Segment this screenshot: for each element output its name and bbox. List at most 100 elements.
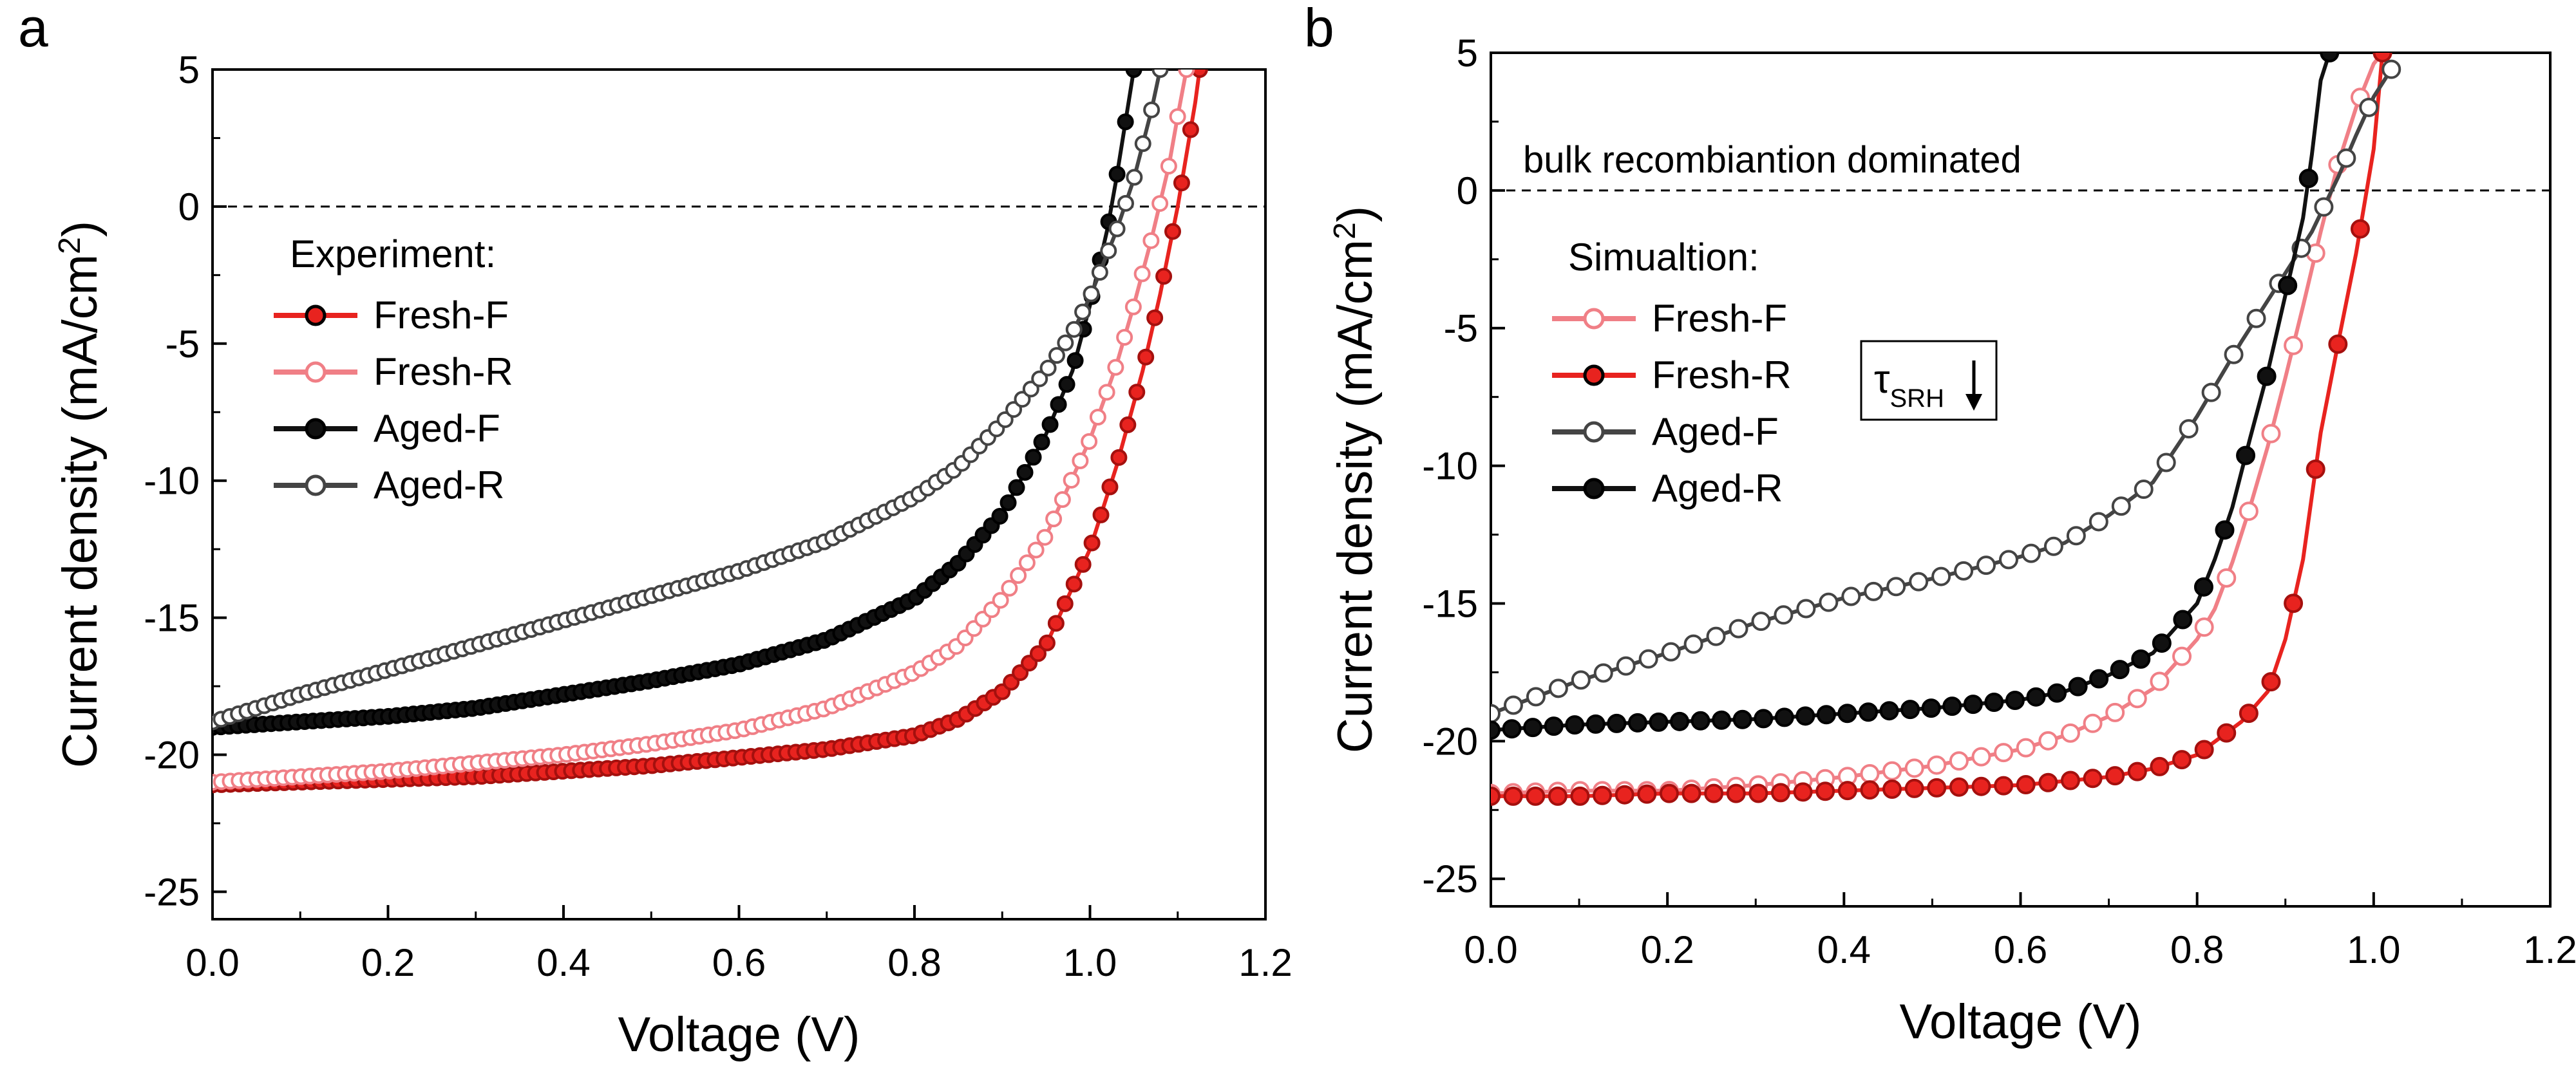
x-tick-label: 1.2 — [1238, 941, 1292, 984]
data-point-Aged-R — [2089, 669, 2109, 689]
data-point-Fresh-R — [1124, 298, 1142, 315]
data-point-Aged-R — [2005, 690, 2025, 710]
data-point-Aged-F — [1491, 704, 1501, 724]
data-point-Fresh-R — [992, 592, 1009, 609]
legend-marker — [305, 304, 327, 326]
data-point-Aged-R — [2026, 687, 2046, 707]
legend-marker — [1583, 364, 1605, 386]
data-point-Aged-R — [1690, 711, 1710, 731]
data-point-Fresh-R — [1491, 786, 1501, 806]
tau-srh-label: τSRH — [1874, 357, 1944, 413]
legend-label: Fresh-F — [1652, 297, 1787, 340]
data-point-Aged-R — [2131, 649, 2151, 669]
data-layer — [1491, 53, 2401, 806]
data-point-Fresh-F — [1949, 751, 1969, 771]
data-point-Aged-F — [1909, 572, 1929, 592]
data-point-Fresh-R — [1994, 776, 2014, 796]
y-tick-label: 5 — [178, 48, 200, 91]
data-point-Fresh-R — [2306, 459, 2325, 479]
data-point-Aged-R — [1774, 707, 1794, 727]
data-point-Fresh-F — [1029, 645, 1046, 662]
annotation-text: bulk recombiantion dominated — [1523, 139, 2022, 181]
data-point-Fresh-F — [2239, 501, 2259, 521]
data-point-Aged-R — [1491, 720, 1501, 740]
data-point-Fresh-R — [1593, 785, 1613, 805]
legend-marker — [305, 418, 327, 440]
y-tick-label: -25 — [144, 870, 200, 913]
data-point-Fresh-F — [2127, 689, 2147, 709]
data-point-Fresh-R — [1659, 783, 1679, 803]
y-tick-label: -10 — [144, 460, 200, 503]
data-point-Fresh-F — [2083, 713, 2103, 733]
data-point-Fresh-F — [1182, 121, 1199, 138]
data-point-Aged-F — [1050, 396, 1067, 413]
data-point-Fresh-R — [2038, 772, 2058, 792]
data-point-Fresh-F — [1074, 556, 1092, 573]
panel-a: a 0.0 0.2 0.4 0.6 0.8 1.0 1.2 5 0 -5 -10 -15 -20 -25 Vo… — [18, 0, 1293, 1062]
legend-marker — [1583, 478, 1605, 500]
data-point-Fresh-R — [1637, 784, 1657, 804]
data-point-Fresh-F — [1971, 747, 1991, 767]
data-point-Fresh-R — [1615, 785, 1634, 805]
data-point-Aged-F — [1117, 113, 1134, 131]
data-point-Fresh-R — [1018, 554, 1036, 572]
data-point-Aged-F — [1751, 612, 1771, 631]
data-point-Fresh-R — [1142, 232, 1160, 249]
data-point-Fresh-F — [1119, 416, 1137, 433]
y-axis-label: Current density (mA/cm2) — [1328, 206, 1383, 753]
x-tick-label: 0.6 — [712, 941, 766, 984]
data-point-Aged-R — [1712, 710, 1732, 730]
legend-label: Aged-F — [374, 407, 500, 450]
data-point-Fresh-F — [1047, 615, 1065, 632]
data-point-Aged-R — [1607, 713, 1627, 733]
data-point-Fresh-R — [1116, 329, 1133, 346]
data-point-Fresh-R — [1036, 528, 1054, 546]
data-point-Aged-F — [2043, 536, 2063, 556]
data-point-Aged-R — [1879, 701, 1899, 721]
legend: Simualtion: Fresh-F Fresh-R Aged-F Aged-R — [1552, 236, 1792, 510]
y-axis-label: Current density (mA/cm2) — [53, 221, 108, 768]
data-point-Aged-F — [2314, 197, 2334, 217]
data-point-Aged-F — [2201, 382, 2221, 402]
legend-title: Experiment: — [290, 232, 496, 276]
data-point-Fresh-F — [2060, 723, 2080, 743]
data-point-Aged-F — [2224, 344, 2244, 364]
x-axis-label: Voltage (V) — [618, 1007, 860, 1062]
data-point-Fresh-R — [2217, 723, 2237, 743]
legend-label: Aged-F — [1652, 410, 1779, 453]
data-point-Aged-R — [1057, 334, 1074, 351]
x-tick-label: 1.0 — [2347, 928, 2400, 971]
x-tick-label: 0.8 — [887, 941, 941, 984]
data-point-Fresh-R — [1726, 783, 1746, 803]
data-point-Aged-R — [1544, 716, 1564, 736]
y-tick-label: -5 — [1444, 307, 1478, 350]
data-point-Aged-R — [1754, 709, 1774, 729]
data-point-Aged-F — [999, 494, 1017, 511]
data-point-Aged-F — [1503, 695, 1523, 715]
y-tick-label: -10 — [1422, 445, 1478, 488]
data-point-Aged-R — [2047, 683, 2067, 703]
data-point-Aged-F — [2336, 148, 2356, 168]
data-point-Aged-R — [1837, 704, 1857, 724]
data-point-Aged-R — [1859, 702, 1879, 722]
data-point-Aged-R — [2215, 520, 2235, 540]
data-point-Aged-R — [1649, 712, 1669, 732]
data-point-Aged-F — [1108, 165, 1126, 183]
legend: Experiment: Fresh-F Fresh-R Aged-F Aged-R — [274, 232, 513, 507]
data-point-Fresh-F — [2038, 731, 2058, 751]
data-point-Aged-R — [2257, 366, 2277, 386]
data-point-Fresh-R — [1045, 510, 1063, 528]
data-point-Aged-F — [1008, 479, 1025, 496]
data-point-Fresh-F — [1155, 268, 1173, 285]
data-point-Aged-F — [2359, 97, 2379, 117]
data-point-Fresh-F — [1128, 384, 1146, 401]
data-point-Aged-R — [2152, 633, 2172, 653]
data-point-Fresh-F — [2016, 738, 2036, 758]
data-point-Aged-F — [1796, 599, 1816, 619]
data-point-Aged-F — [1841, 586, 1861, 606]
data-point-Fresh-R — [1860, 780, 1880, 800]
data-point-Aged-F — [2156, 453, 2176, 472]
data-point-Aged-R — [2068, 677, 2088, 696]
x-tick-label: 0.4 — [1817, 928, 1871, 971]
